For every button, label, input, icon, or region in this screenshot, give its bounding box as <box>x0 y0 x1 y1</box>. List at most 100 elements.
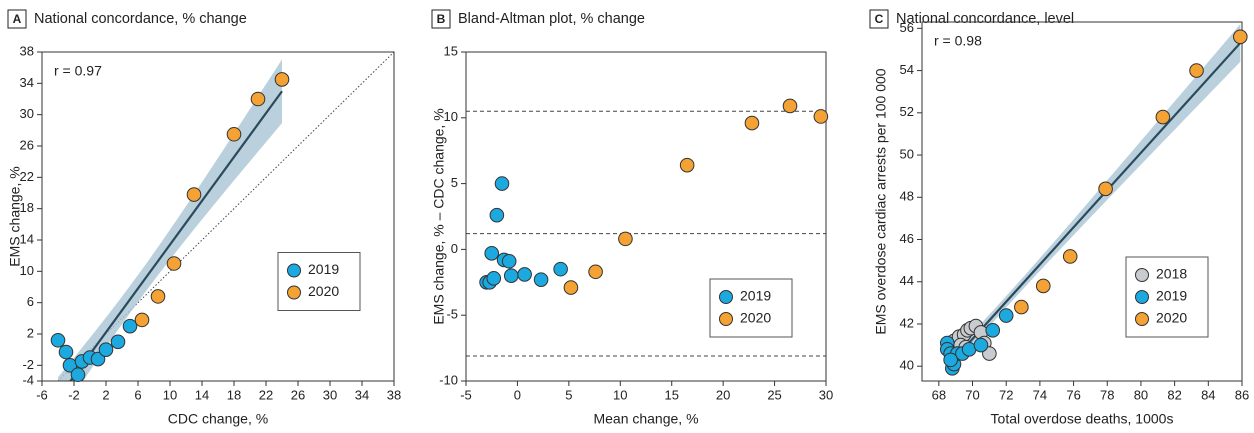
point <box>618 231 633 247</box>
x-tick-label: 6 <box>134 387 141 402</box>
point <box>122 318 138 334</box>
legend-label: 2019 <box>740 288 771 304</box>
x-axis-label: Mean change, % <box>593 411 698 427</box>
x-tick-label: 84 <box>1201 387 1215 402</box>
legend-box <box>277 252 361 311</box>
y-tick-label: -4 <box>22 372 34 387</box>
point <box>110 334 126 350</box>
panel-label: A <box>13 12 22 26</box>
point <box>813 109 829 124</box>
x-tick-label: 22 <box>259 387 273 402</box>
y-tick-label: -10 <box>439 372 458 387</box>
point <box>50 332 66 348</box>
fit-line <box>946 42 1242 368</box>
legend-swatch <box>719 290 733 304</box>
x-tick-label: 86 <box>1235 387 1249 402</box>
y-tick-label: 56 <box>900 20 914 35</box>
point <box>1062 249 1078 264</box>
legend-label: 2019 <box>308 261 339 277</box>
y-tick-label: 22 <box>20 169 34 184</box>
y-tick-label: -2 <box>22 357 34 372</box>
x-tick-label: 74 <box>1033 387 1047 402</box>
legend-label: 2020 <box>740 310 771 326</box>
x-tick-label: 34 <box>355 387 369 402</box>
legend-label: 2020 <box>308 283 339 299</box>
legend-swatch <box>1135 268 1149 282</box>
x-tick-label: 25 <box>767 387 781 402</box>
point <box>486 271 502 286</box>
legend-label: 2018 <box>1156 266 1187 282</box>
panel-label-box <box>7 9 27 29</box>
point <box>563 280 579 295</box>
y-tick-label: 38 <box>20 43 34 58</box>
panel-label: C <box>875 12 884 26</box>
point <box>186 187 202 202</box>
point <box>489 207 505 223</box>
panel: B Bland-Altman plot, % change -5 0 5 10 15 20 25… <box>431 9 833 427</box>
x-tick-label: 82 <box>1167 387 1181 402</box>
y-tick-label: 40 <box>900 358 914 373</box>
y-tick-label: 14 <box>20 231 34 246</box>
y-tick-label: 48 <box>900 189 914 204</box>
y-tick-label: 0 <box>451 241 458 256</box>
point <box>973 337 989 353</box>
y-tick-label: 54 <box>900 62 914 77</box>
legend-label: 2019 <box>1156 288 1187 304</box>
legend-swatch <box>1135 290 1149 304</box>
x-tick-label: 30 <box>323 387 337 402</box>
y-tick-label: 50 <box>900 146 914 161</box>
x-tick-label: 26 <box>291 387 305 402</box>
chart-title: Bland-Altman plot, % change <box>458 11 645 27</box>
plot-frame <box>921 21 1243 382</box>
x-tick-label: -6 <box>36 387 48 402</box>
point <box>90 351 106 367</box>
x-tick-label: 70 <box>965 387 979 402</box>
point <box>1098 181 1113 197</box>
y-tick-label: 30 <box>20 106 34 121</box>
point <box>494 176 510 191</box>
x-tick-label: 14 <box>195 387 209 402</box>
x-tick-label: 80 <box>1134 387 1148 402</box>
plot-frame <box>465 51 827 382</box>
fit-line <box>69 90 283 381</box>
confidence-band <box>58 59 282 381</box>
legend-swatch <box>719 312 733 326</box>
x-tick-label: -2 <box>68 387 80 402</box>
y-tick-label: 15 <box>444 43 458 58</box>
x-tick-label: 78 <box>1100 387 1114 402</box>
y-tick-label: 52 <box>900 104 914 119</box>
legend-swatch <box>287 263 301 278</box>
panel: A National concordance, % change-6 -2 2 6 10 1… <box>7 9 401 427</box>
point <box>588 264 603 280</box>
point <box>98 342 114 357</box>
point <box>226 126 242 142</box>
point <box>484 246 500 261</box>
x-axis-label: Total overdose deaths, 1000s <box>991 411 1174 427</box>
point <box>679 157 695 173</box>
x-tick-label: 10 <box>163 387 177 402</box>
point <box>1014 299 1029 315</box>
point <box>1035 278 1051 294</box>
point <box>943 352 958 368</box>
annotation: r = 0.97 <box>54 63 102 79</box>
legend-swatch <box>1135 312 1149 326</box>
y-tick-label: -5 <box>446 307 458 322</box>
point <box>58 344 74 360</box>
point <box>1155 109 1171 125</box>
y-tick-label: 5 <box>451 175 458 190</box>
y-tick-label: 10 <box>444 109 458 124</box>
point <box>70 367 86 383</box>
x-tick-label: 20 <box>716 387 730 402</box>
point <box>150 289 166 304</box>
x-tick-label: 18 <box>227 387 241 402</box>
y-tick-label: 26 <box>20 137 34 152</box>
plot-frame <box>41 51 395 382</box>
point <box>166 256 182 271</box>
legend-swatch <box>287 285 301 300</box>
point <box>553 261 568 277</box>
y-axis-label: EMS change, % <box>7 166 23 266</box>
y-tick-label: 2 <box>27 325 34 340</box>
legend-box <box>709 278 793 338</box>
point <box>134 312 150 328</box>
